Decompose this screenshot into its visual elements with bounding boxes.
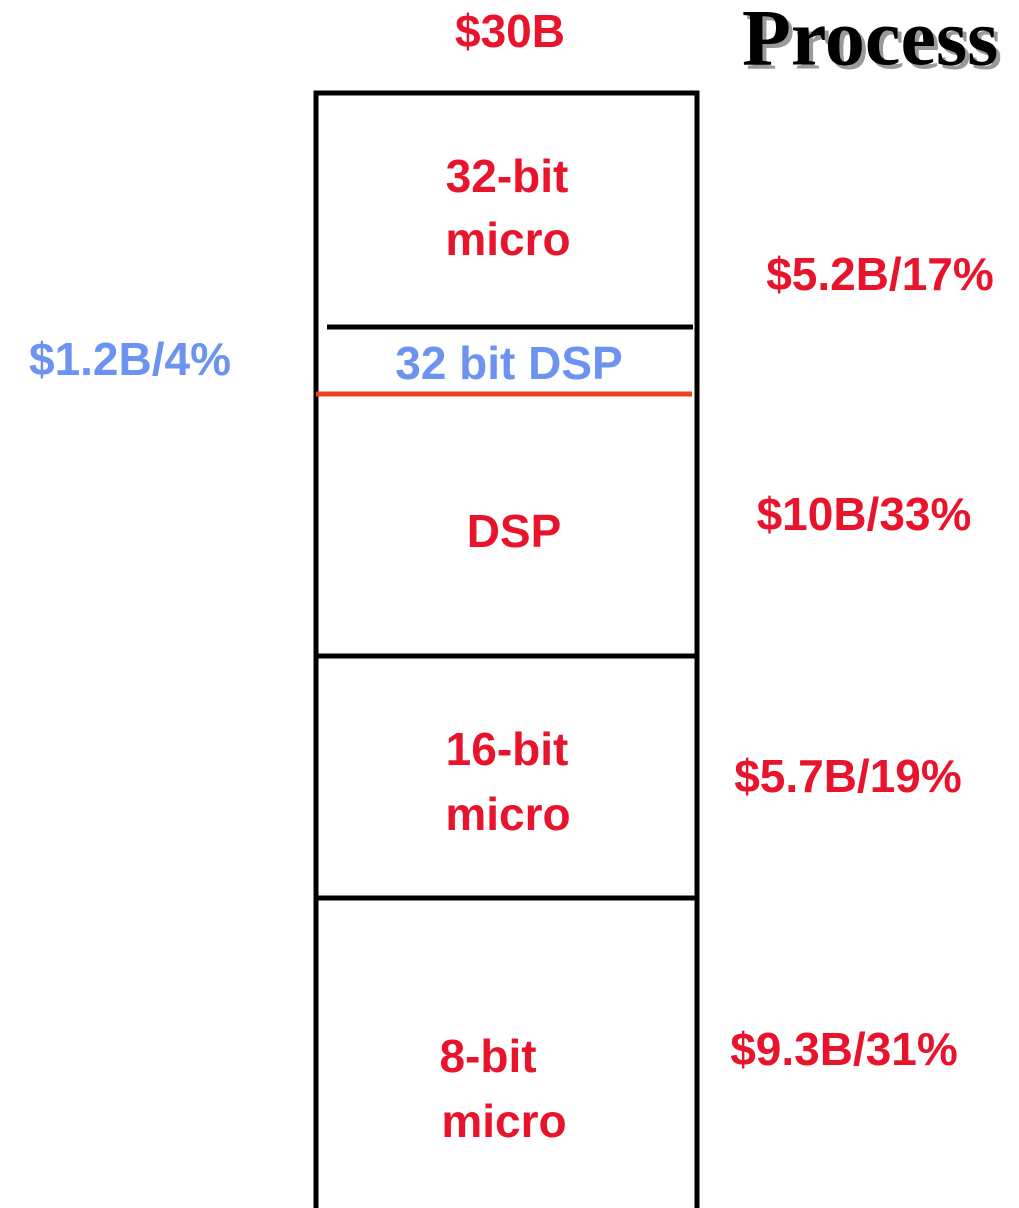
stack-outline	[313, 90, 700, 1208]
segment-value: $10B/33%	[757, 488, 972, 540]
segment-label: 32 bit DSP	[395, 337, 623, 389]
segment-value: $1.2B/4%	[29, 333, 231, 385]
segment-value: $5.7B/19%	[734, 750, 962, 802]
segment-label: DSP	[467, 505, 562, 557]
segment-label: 16-bit	[446, 723, 569, 775]
segment-label: micro	[445, 213, 570, 265]
segment-label: 8-bit	[439, 1030, 536, 1082]
total: $30B	[455, 5, 565, 57]
segment-value: $5.2B/17%	[766, 248, 994, 300]
title: Process	[742, 0, 998, 82]
segment-label: micro	[445, 788, 570, 840]
segment-label: 32-bit	[446, 150, 569, 202]
title-shadow: Process	[746, 0, 1002, 86]
segment-label: micro	[441, 1095, 566, 1147]
segment-value: $9.3B/31%	[730, 1023, 958, 1075]
